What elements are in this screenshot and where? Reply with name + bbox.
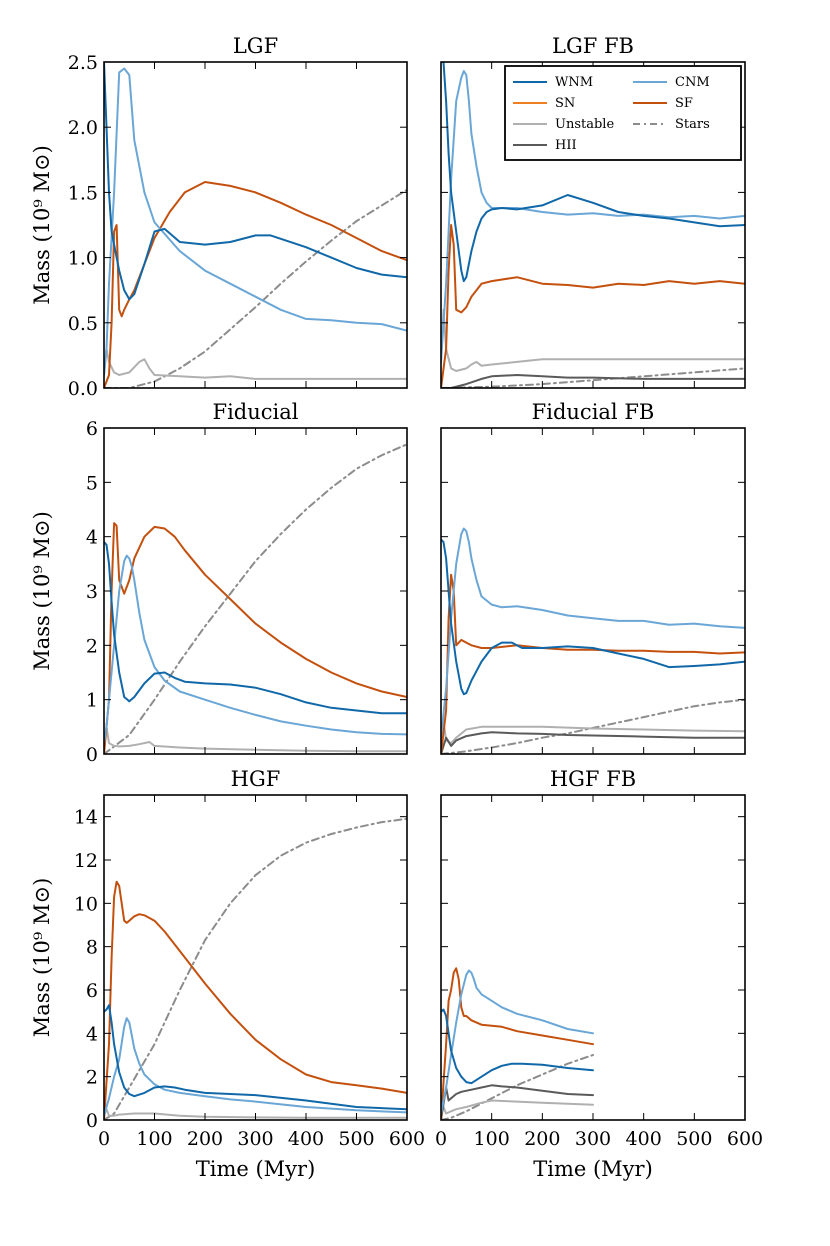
y-tick-label: 1 bbox=[86, 690, 98, 712]
series-line-sf bbox=[104, 522, 407, 754]
series-line-cnm bbox=[441, 969, 594, 1115]
panel-hgf-fb: HGF FB 0 100 200 300 400 500 600 Time (Myr) bbox=[435, 767, 763, 1181]
panel-title: Fiducial FB bbox=[532, 400, 655, 424]
x-tick-label: 600 bbox=[389, 1128, 425, 1150]
x-tick-label: 0 bbox=[98, 1128, 110, 1150]
axes-frame bbox=[103, 427, 408, 755]
y-tick-label: 8 bbox=[86, 937, 98, 959]
series-group bbox=[104, 443, 407, 754]
series-line-stars bbox=[441, 1054, 594, 1120]
y-tick-label: 2 bbox=[86, 635, 98, 657]
series-line-unstable bbox=[441, 1099, 594, 1115]
panel-title: HGF FB bbox=[550, 767, 636, 791]
series-line-stars bbox=[104, 188, 407, 388]
panel-title: Fiducial bbox=[213, 400, 299, 424]
y-tick-label: 2.0 bbox=[68, 117, 98, 139]
series-line-hii bbox=[441, 1084, 594, 1120]
y-tick-label: 6 bbox=[86, 418, 98, 440]
y-tick-label: 14 bbox=[74, 807, 98, 829]
series-line-sf bbox=[441, 967, 594, 1120]
x-tick-label: 500 bbox=[338, 1128, 374, 1150]
series-line-sf bbox=[441, 224, 745, 388]
y-tick-label: 3 bbox=[86, 581, 98, 603]
y-tick-label: 6 bbox=[86, 980, 98, 1002]
x-axis-label: Time (Myr) bbox=[196, 1157, 316, 1181]
series-group bbox=[441, 527, 745, 754]
x-tick-label: 100 bbox=[474, 1128, 510, 1150]
series-line-wnm bbox=[441, 1008, 594, 1085]
y-tick-label: 2.5 bbox=[68, 52, 98, 74]
x-tick-label: 300 bbox=[237, 1128, 273, 1150]
series-line-hii bbox=[441, 731, 745, 754]
panel-lgf: LGF 0.0 0.5 1.0 1.5 2.0 2.5 Mass (10⁹ M⊙) bbox=[30, 34, 408, 400]
y-tick-label: 1.5 bbox=[68, 182, 98, 204]
series-line-stars bbox=[104, 817, 407, 1120]
legend-label-sf: SF bbox=[675, 96, 693, 111]
series-line-wnm bbox=[104, 541, 407, 715]
y-tick-label: 0.5 bbox=[68, 313, 98, 335]
y-tick-label: 1.0 bbox=[68, 248, 98, 270]
x-tick-label: 400 bbox=[288, 1128, 324, 1150]
y-axis-label: Mass (10⁹ M⊙) bbox=[30, 511, 54, 671]
series-line-cnm bbox=[441, 70, 745, 363]
y-axis-label: Mass (10⁹ M⊙) bbox=[30, 878, 54, 1038]
x-tick-label: 400 bbox=[626, 1128, 662, 1150]
series-line-sf bbox=[104, 181, 407, 388]
y-axis-label: Mass (10⁹ M⊙) bbox=[30, 145, 54, 305]
series-line-unstable bbox=[104, 347, 407, 380]
series-line-cnm bbox=[104, 67, 407, 376]
series-line-sf bbox=[104, 880, 407, 1120]
series-line-unstable bbox=[104, 725, 407, 753]
axes-frame bbox=[103, 794, 408, 1121]
series-line-wnm bbox=[441, 538, 745, 696]
legend: WNM CNM SN SF Unstable Stars HII bbox=[504, 65, 742, 161]
y-tick-label: 0 bbox=[86, 744, 98, 766]
x-tick-label: 0 bbox=[435, 1128, 447, 1150]
x-tick-label: 200 bbox=[524, 1128, 560, 1150]
axes-frame bbox=[440, 427, 746, 755]
series-line-wnm bbox=[104, 62, 407, 301]
x-tick-label: 300 bbox=[575, 1128, 611, 1150]
series-group bbox=[104, 817, 407, 1120]
series-group bbox=[441, 967, 594, 1120]
panel-lgf-fb: LGF FB bbox=[440, 34, 746, 389]
series-line-wnm bbox=[104, 1004, 407, 1111]
series-line-hii bbox=[441, 374, 745, 388]
series-line-stars bbox=[104, 443, 407, 754]
x-tick-label: 600 bbox=[727, 1128, 763, 1150]
legend-label-wnm: WNM bbox=[555, 75, 593, 90]
series-line-unstable bbox=[441, 308, 745, 372]
panel-title: LGF bbox=[233, 34, 278, 58]
panel-title: LGF FB bbox=[552, 34, 634, 58]
y-tick-label: 4 bbox=[86, 1023, 98, 1045]
y-tick-label: 2 bbox=[86, 1067, 98, 1089]
y-tick-label: 10 bbox=[74, 893, 98, 915]
x-tick-label: 100 bbox=[136, 1128, 172, 1150]
series-group bbox=[104, 62, 407, 388]
panel-hgf: HGF 0 2 4 6 8 10 12 14 0 100 200 300 400 500 600 Time (M… bbox=[30, 767, 425, 1181]
series-line-wnm bbox=[441, 62, 745, 283]
panel-fiducial-fb: Fiducial FB bbox=[440, 400, 746, 755]
y-tick-label: 4 bbox=[86, 527, 98, 549]
panel-fiducial: Fiducial 0 1 2 3 4 5 6 Mass (10⁹ M⊙) bbox=[30, 400, 408, 766]
x-tick-label: 500 bbox=[676, 1128, 712, 1150]
series-line-cnm bbox=[104, 554, 407, 745]
x-axis-label: Time (Myr) bbox=[533, 1157, 653, 1181]
y-tick-label: 0.0 bbox=[68, 378, 98, 400]
legend-label-stars: Stars bbox=[675, 117, 710, 132]
legend-label-sn: SN bbox=[555, 96, 575, 111]
y-tick-label: 0 bbox=[86, 1110, 98, 1132]
x-tick-label: 200 bbox=[187, 1128, 223, 1150]
legend-label-hii: HII bbox=[555, 138, 577, 153]
panel-title: HGF bbox=[231, 767, 281, 791]
series-line-cnm bbox=[104, 1017, 407, 1117]
legend-label-cnm: CNM bbox=[675, 75, 710, 90]
y-tick-label: 5 bbox=[86, 472, 98, 494]
series-line-cnm bbox=[441, 527, 745, 739]
axes-frame bbox=[103, 61, 408, 389]
legend-label-unstable: Unstable bbox=[555, 117, 614, 132]
axes-frame bbox=[440, 794, 746, 1121]
y-tick-label: 12 bbox=[74, 850, 98, 872]
